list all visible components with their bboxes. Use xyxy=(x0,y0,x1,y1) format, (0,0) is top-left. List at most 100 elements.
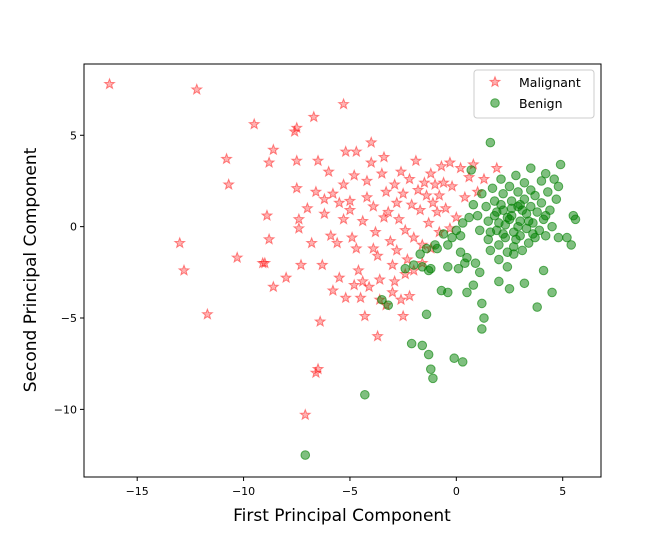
benign-point xyxy=(474,267,485,278)
malignant-point xyxy=(220,152,233,165)
malignant-point xyxy=(381,205,395,218)
malignant-point xyxy=(262,156,276,169)
malignant-point xyxy=(318,192,331,205)
benign-point xyxy=(464,212,474,223)
benign-point xyxy=(494,276,504,287)
malignant-point xyxy=(371,329,384,342)
y-tick-label: −10 xyxy=(54,403,77,416)
benign-point xyxy=(494,240,504,250)
benign-point xyxy=(540,230,551,241)
malignant-point xyxy=(315,258,329,271)
malignant-point xyxy=(343,203,357,216)
legend-box xyxy=(473,69,595,119)
x-tick-label: −15 xyxy=(126,485,149,498)
benign-point xyxy=(538,265,549,276)
malignant-point xyxy=(401,252,414,265)
malignant-point xyxy=(375,167,389,180)
benign-point xyxy=(519,177,530,188)
benign-point xyxy=(498,188,508,199)
malignant-point xyxy=(422,216,435,229)
malignant-point xyxy=(392,212,406,225)
malignant-point xyxy=(430,205,444,218)
malignant-point xyxy=(394,293,408,306)
benign-point xyxy=(408,260,419,270)
malignant-point xyxy=(439,201,452,214)
malignant-point xyxy=(490,161,504,174)
benign-point xyxy=(474,225,485,236)
malignant-point xyxy=(347,278,361,291)
malignant-point xyxy=(279,271,293,284)
malignant-point xyxy=(386,285,399,298)
x-axis-label: First Principal Component xyxy=(233,506,451,526)
legend: Malignant Benign xyxy=(473,69,595,119)
benign-point xyxy=(549,174,559,184)
malignant-point xyxy=(267,280,280,293)
y-tick-label: −5 xyxy=(61,312,77,325)
malignant-point xyxy=(222,177,235,190)
benign-point xyxy=(468,280,479,290)
malignant-point xyxy=(384,234,397,247)
malignant-point xyxy=(388,177,401,190)
malignant-point xyxy=(256,256,270,269)
benign-point xyxy=(566,240,577,250)
benign-point xyxy=(555,159,566,170)
benign-point xyxy=(457,218,468,228)
benign-point xyxy=(506,203,517,214)
benign-point xyxy=(485,227,496,237)
malignant-point xyxy=(294,258,308,271)
benign-point xyxy=(496,174,506,184)
malignant-point xyxy=(435,159,448,172)
benign-point xyxy=(502,262,513,272)
malignant-point xyxy=(337,212,350,225)
malignant-point xyxy=(301,201,314,214)
benign-point xyxy=(415,249,425,259)
malignant-point xyxy=(350,241,363,254)
malignant-point xyxy=(290,121,304,134)
benign-point xyxy=(515,199,525,210)
benign-point xyxy=(438,229,449,239)
benign-point xyxy=(530,190,540,201)
plot-area-frame xyxy=(83,63,602,478)
benign-point xyxy=(525,201,536,212)
malignant-point xyxy=(288,124,301,137)
benign-point xyxy=(528,229,538,239)
legend-star-marker xyxy=(488,75,502,88)
malignant-point xyxy=(426,196,440,209)
malignant-point xyxy=(462,170,476,183)
malignant-point xyxy=(305,236,318,249)
malignant-point xyxy=(177,263,191,276)
benign-point xyxy=(513,221,523,232)
benign-point xyxy=(553,232,564,243)
benign-point xyxy=(498,229,508,239)
malignant-point xyxy=(371,249,384,262)
malignant-point xyxy=(337,97,350,110)
malignant-point xyxy=(262,232,276,245)
benign-point xyxy=(449,353,459,364)
benign-point xyxy=(432,243,442,254)
malignant-point xyxy=(347,168,361,181)
malignant-point xyxy=(292,212,306,225)
benign-point xyxy=(417,340,428,351)
benign-point xyxy=(377,294,387,305)
y-tick-label: 0 xyxy=(70,221,77,234)
benign-point xyxy=(468,199,479,210)
benign-point xyxy=(543,187,553,197)
malignant-point xyxy=(398,223,412,236)
circle-icon xyxy=(490,98,500,108)
malignant-point xyxy=(173,236,187,249)
malignant-point xyxy=(311,154,325,167)
malignant-point xyxy=(454,161,467,174)
benign-point xyxy=(423,349,434,360)
malignant-point xyxy=(356,214,370,227)
benign-point xyxy=(453,263,464,274)
malignant-point xyxy=(364,156,378,169)
benign-point xyxy=(360,389,370,400)
malignant-point xyxy=(326,283,340,296)
y-axis: −10 −5 0 5 xyxy=(54,129,84,416)
x-tick-label: 0 xyxy=(453,485,460,498)
benign-point xyxy=(487,183,498,194)
x-tick-label: −10 xyxy=(232,485,255,498)
malignant-point xyxy=(390,196,404,209)
malignant-point xyxy=(450,210,463,223)
benign-point xyxy=(570,214,581,225)
